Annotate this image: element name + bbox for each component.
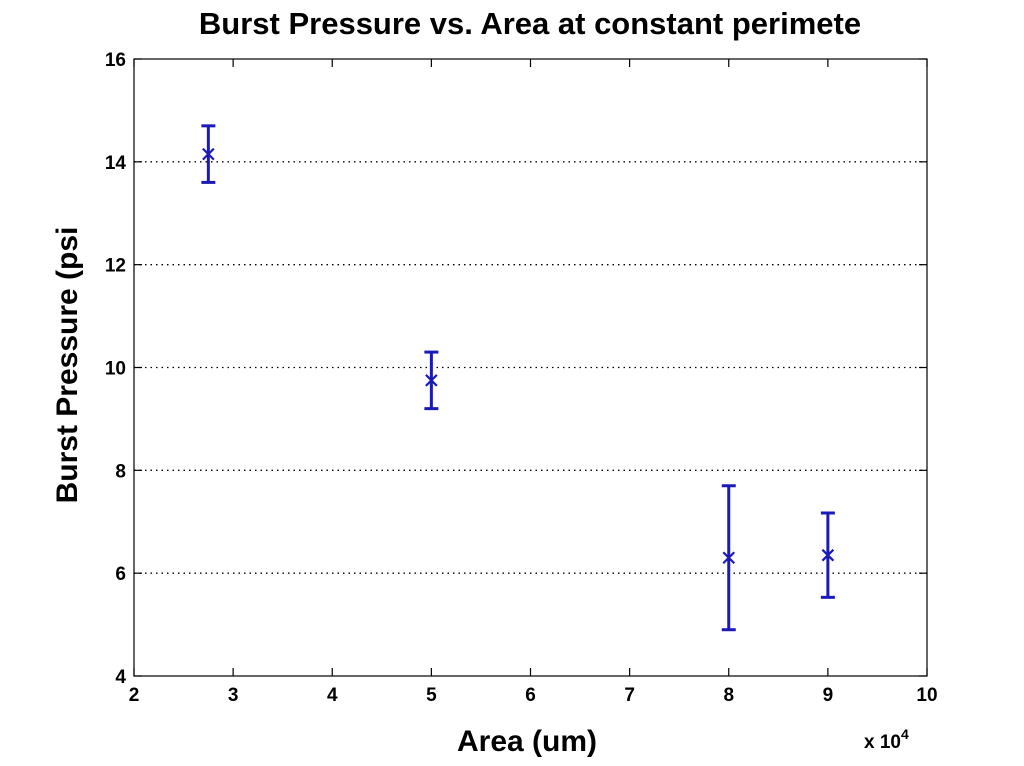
x-multiplier-base: x 10 [864,732,901,753]
x-marker-stroke-b [821,548,835,562]
x-tick-label: 8 [723,685,734,706]
y-tick-label: 6 [115,564,126,585]
x-tick-label: 3 [228,685,239,706]
y-axis-label: Burst Pressure (psi [51,227,84,504]
x-tick-label: 6 [525,685,536,706]
y-tick-label: 14 [105,153,127,174]
y-tick-label: 8 [115,461,126,482]
data-point [721,484,736,632]
x-axis-label: Area (um) [457,725,597,758]
x-multiplier-exponent: 4 [901,726,909,742]
data-series [201,124,835,632]
y-gridlines [134,161,927,574]
x-tick-label: 7 [624,685,635,706]
x-tick-label: 5 [426,685,437,706]
y-tick-label: 12 [105,256,126,277]
data-point [424,350,439,411]
x-axis-multiplier: x 104 [864,726,909,753]
x-tick-label: 9 [823,685,834,706]
x-marker-stroke-b [425,374,438,387]
x-marker-stroke-b [202,147,215,161]
y-tick-label: 16 [105,50,126,71]
data-point [201,124,216,184]
y-axis-ticks: 4 6 8 10 12 14 16 [105,50,927,688]
x-tick-label: 4 [327,685,338,706]
x-tick-label: 2 [129,685,140,706]
x-axis-ticks: 2 3 4 5 6 7 8 9 10 [129,59,938,706]
data-point [820,511,835,599]
x-tick-label: 10 [916,685,937,706]
x-marker-stroke-b [722,551,736,565]
chart-title: Burst Pressure vs. Area at constant peri… [199,6,861,41]
y-tick-label: 10 [105,359,126,380]
y-tick-label: 4 [115,667,126,688]
